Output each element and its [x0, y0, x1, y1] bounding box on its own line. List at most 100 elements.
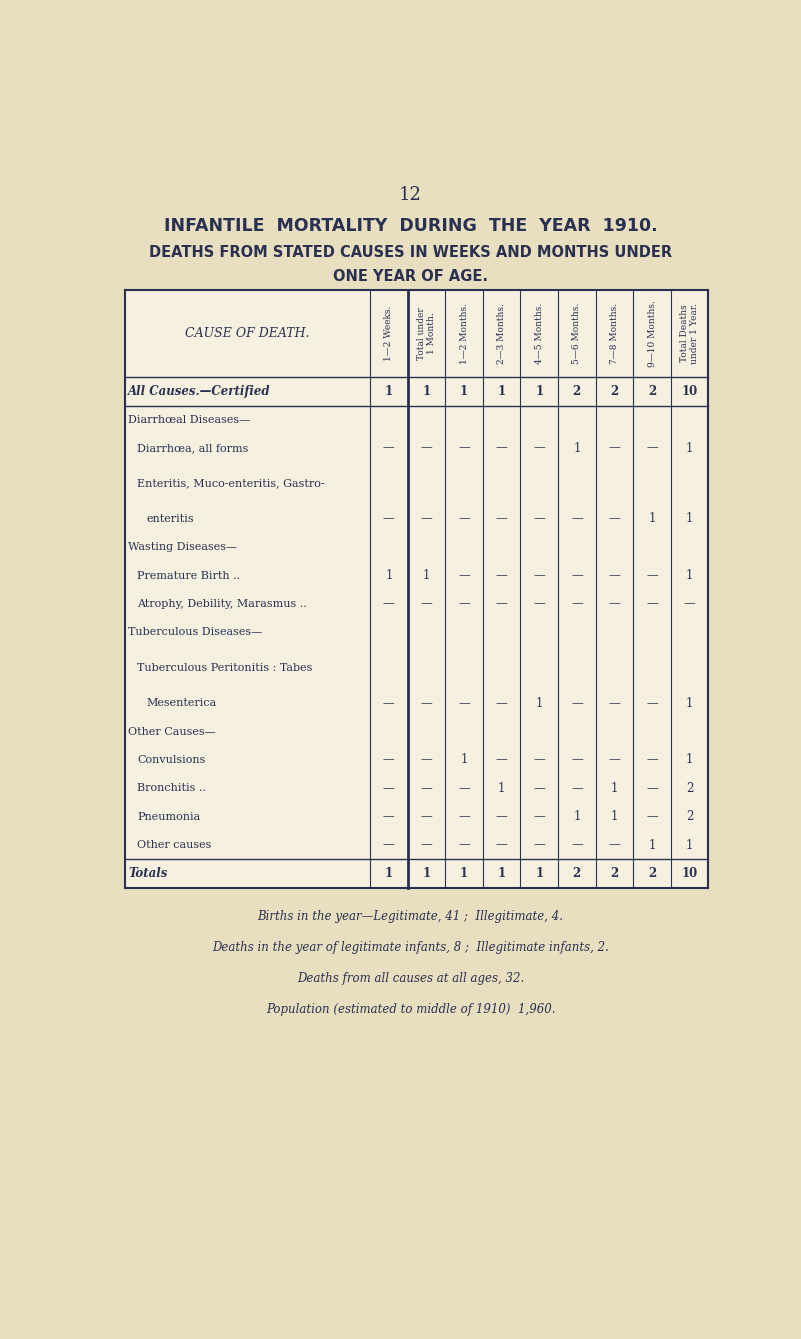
Text: Diarrhœa, all forms: Diarrhœa, all forms: [138, 443, 249, 453]
Text: 1: 1: [460, 384, 468, 398]
Text: —: —: [609, 838, 620, 852]
Text: 1: 1: [648, 513, 656, 525]
Text: —: —: [496, 442, 508, 454]
Text: 2: 2: [610, 384, 618, 398]
Text: CAUSE OF DEATH.: CAUSE OF DEATH.: [185, 327, 310, 340]
Text: 1: 1: [686, 569, 694, 582]
Text: —: —: [533, 569, 545, 582]
Text: —: —: [646, 597, 658, 611]
Text: 5—6 Months.: 5—6 Months.: [573, 303, 582, 364]
Text: —: —: [533, 838, 545, 852]
Text: 2: 2: [610, 866, 618, 880]
Text: 1: 1: [384, 384, 393, 398]
Text: —: —: [458, 597, 470, 611]
Text: —: —: [383, 513, 395, 525]
Text: —: —: [458, 782, 470, 795]
Text: 10: 10: [682, 866, 698, 880]
Text: 1—2 Months.: 1—2 Months.: [460, 303, 469, 364]
Text: —: —: [496, 754, 508, 766]
Text: Pneumonia: Pneumonia: [138, 811, 200, 822]
Text: Atrophy, Debility, Marasmus ..: Atrophy, Debility, Marasmus ..: [138, 599, 307, 609]
Text: 2: 2: [573, 866, 581, 880]
Text: 2: 2: [686, 782, 694, 795]
Text: 1: 1: [535, 384, 543, 398]
Text: Diarrhœal Diseases—: Diarrhœal Diseases—: [128, 415, 250, 424]
Text: —: —: [421, 597, 433, 611]
Text: —: —: [421, 754, 433, 766]
Text: Deaths in the year of legitimate infants, 8 ;  Illegitimate infants, 2.: Deaths in the year of legitimate infants…: [212, 941, 609, 955]
Text: —: —: [571, 838, 583, 852]
Text: Deaths from all causes at all ages, 32.: Deaths from all causes at all ages, 32.: [297, 972, 524, 986]
Text: 1: 1: [574, 810, 581, 823]
Text: —: —: [458, 513, 470, 525]
Text: 1: 1: [611, 810, 618, 823]
Text: —: —: [496, 513, 508, 525]
Text: —: —: [609, 442, 620, 454]
Text: 1: 1: [574, 442, 581, 454]
Text: —: —: [533, 597, 545, 611]
Text: 1: 1: [385, 569, 392, 582]
Text: 2: 2: [648, 866, 656, 880]
Text: —: —: [609, 569, 620, 582]
Text: —: —: [383, 442, 395, 454]
Text: 1: 1: [497, 866, 505, 880]
Text: —: —: [571, 696, 583, 710]
Text: 1: 1: [686, 838, 694, 852]
Text: 1: 1: [422, 866, 430, 880]
Text: —: —: [646, 442, 658, 454]
Text: Total Deaths
under 1 Year.: Total Deaths under 1 Year.: [680, 303, 699, 364]
Text: —: —: [383, 754, 395, 766]
Text: 1: 1: [686, 696, 694, 710]
Text: 1: 1: [423, 569, 430, 582]
Text: —: —: [383, 597, 395, 611]
Text: —: —: [458, 569, 470, 582]
Text: Other causes: Other causes: [138, 840, 211, 850]
Text: 9—10 Months.: 9—10 Months.: [647, 300, 657, 367]
Text: 12: 12: [399, 186, 422, 205]
Text: Enteritis, Muco-enteritis, Gastro-: Enteritis, Muco-enteritis, Gastro-: [138, 478, 325, 489]
Bar: [125, 289, 708, 888]
Text: —: —: [609, 597, 620, 611]
Text: —: —: [609, 696, 620, 710]
Text: —: —: [609, 513, 620, 525]
Text: —: —: [571, 569, 583, 582]
Text: 1—2 Weeks.: 1—2 Weeks.: [384, 305, 393, 362]
Text: —: —: [533, 754, 545, 766]
Text: —: —: [496, 696, 508, 710]
Text: 1: 1: [498, 782, 505, 795]
Text: 1: 1: [611, 782, 618, 795]
Text: 1: 1: [384, 866, 393, 880]
Text: —: —: [458, 838, 470, 852]
Text: Wasting Diseases—: Wasting Diseases—: [128, 542, 237, 552]
Text: —: —: [383, 696, 395, 710]
Text: Premature Birth ..: Premature Birth ..: [138, 570, 240, 581]
Text: —: —: [421, 838, 433, 852]
Text: 2—3 Months.: 2—3 Months.: [497, 303, 506, 364]
Text: 7—8 Months.: 7—8 Months.: [610, 303, 619, 364]
Text: —: —: [646, 696, 658, 710]
Text: —: —: [609, 754, 620, 766]
Text: 1: 1: [535, 866, 543, 880]
Text: 1: 1: [686, 754, 694, 766]
Text: —: —: [646, 754, 658, 766]
Text: —: —: [684, 597, 695, 611]
Text: 4—5 Months.: 4—5 Months.: [535, 303, 544, 364]
Text: 1: 1: [422, 384, 430, 398]
Text: —: —: [421, 810, 433, 823]
Text: Total under
1 Month.: Total under 1 Month.: [417, 307, 437, 360]
Text: 2: 2: [686, 810, 694, 823]
Text: —: —: [383, 838, 395, 852]
Text: —: —: [571, 513, 583, 525]
Text: enteritis: enteritis: [147, 514, 195, 524]
Text: Bronchitis ..: Bronchitis ..: [138, 783, 206, 793]
Text: Births in the year—Legitimate, 41 ;  Illegitimate, 4.: Births in the year—Legitimate, 41 ; Ille…: [257, 911, 564, 923]
Text: DEATHS FROM STATED CAUSES IN WEEKS AND MONTHS UNDER: DEATHS FROM STATED CAUSES IN WEEKS AND M…: [149, 245, 672, 260]
Text: All Causes.—Certified: All Causes.—Certified: [128, 384, 271, 398]
Text: —: —: [383, 810, 395, 823]
Text: —: —: [458, 442, 470, 454]
Text: —: —: [458, 696, 470, 710]
Text: —: —: [383, 782, 395, 795]
Text: —: —: [496, 569, 508, 582]
Text: Tuberculous Peritonitis : Tabes: Tuberculous Peritonitis : Tabes: [138, 663, 312, 672]
Text: 1: 1: [536, 696, 543, 710]
